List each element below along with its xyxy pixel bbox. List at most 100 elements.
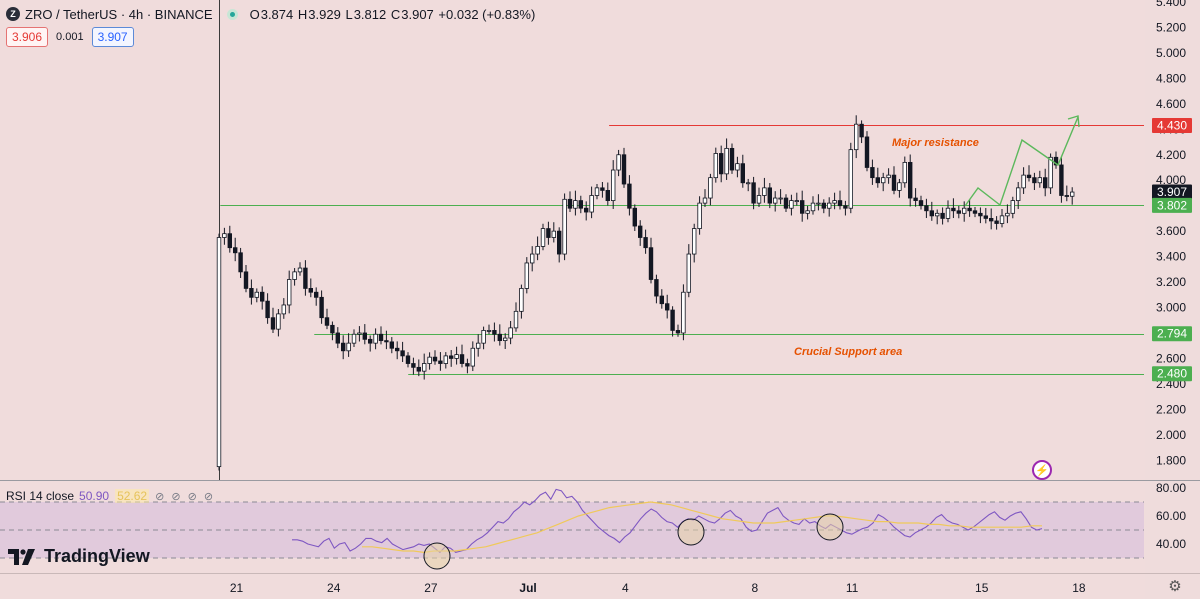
buy-price-button[interactable]: 3.907: [91, 27, 134, 47]
rsi-highlight-circle: [677, 518, 705, 546]
close-value: 3.907: [401, 6, 434, 22]
candle-up: [421, 363, 427, 372]
candle-down: [643, 237, 648, 249]
candle-up: [530, 253, 535, 264]
candle-up: [524, 262, 529, 289]
candle-up: [589, 195, 594, 213]
candle-down: [913, 197, 918, 201]
tradingview-logo[interactable]: TradingView: [8, 546, 150, 567]
candle-up: [935, 212, 940, 217]
candle-up: [762, 187, 767, 196]
candle-down: [367, 338, 373, 344]
candle-up: [216, 237, 222, 468]
candle-down: [270, 317, 276, 330]
candle-down: [567, 198, 573, 209]
candle-down: [243, 271, 249, 289]
price-label-box: [1152, 117, 1192, 133]
y-tick-label: 2.200: [1156, 402, 1186, 416]
candle-down: [908, 161, 913, 199]
symbol-title[interactable]: ZRO / TetherUS · 4h · BINANCE: [25, 6, 213, 22]
lightning-icon[interactable]: ⚡: [1032, 460, 1052, 480]
candle-down: [265, 300, 270, 319]
candle-up: [351, 333, 357, 344]
candle-down: [983, 215, 988, 219]
candle-down: [989, 218, 994, 222]
candle-down: [227, 233, 232, 249]
candle-down: [557, 230, 562, 255]
candle-down: [940, 212, 945, 219]
candle-up: [427, 356, 432, 364]
market-status-icon[interactable]: [226, 8, 238, 20]
candle-down: [448, 355, 454, 359]
candle-up: [702, 197, 708, 204]
candle-down: [918, 200, 924, 207]
candle-down: [659, 295, 664, 305]
candle-up: [681, 291, 686, 334]
trade-price-boxes: 3.906 0.001 3.907: [6, 27, 134, 47]
close-label: C: [390, 6, 401, 22]
candle-down: [740, 163, 745, 184]
y-tick-label: 4.600: [1156, 97, 1186, 111]
candle-down: [335, 332, 340, 344]
projection-arrowhead: [1067, 115, 1080, 128]
candle-up: [805, 210, 810, 214]
candle-down: [675, 330, 681, 334]
candle-down: [729, 147, 735, 171]
candle-down: [432, 356, 438, 362]
hidden-values-icons: ⊘ ⊘ ⊘ ⊘: [155, 490, 216, 503]
candle-down: [546, 228, 551, 238]
rsi-ma-line: [362, 501, 1042, 554]
y-tick-label: 1.800: [1156, 453, 1186, 467]
rsi-value: 50.90: [79, 489, 110, 503]
y-tick-label: 3.400: [1156, 250, 1186, 264]
candle-down: [891, 174, 897, 191]
rsi-highlight-circle: [423, 542, 451, 570]
candle-down: [249, 288, 254, 298]
candle-down: [1064, 195, 1069, 197]
candle-down: [843, 205, 848, 209]
candle-up: [1070, 191, 1075, 197]
gear-icon[interactable]: ⚙: [1168, 578, 1182, 595]
x-tick-label: 18: [1072, 581, 1086, 595]
x-tick-label: 24: [327, 581, 341, 595]
candle-down: [340, 342, 346, 352]
candle-up: [778, 197, 783, 200]
candle-up: [346, 342, 351, 352]
candle-down: [956, 210, 961, 214]
candle-down: [308, 288, 313, 293]
change-value: +0.032 (+0.83%): [438, 6, 536, 22]
candle-down: [978, 212, 983, 217]
symbol-legend: Z ZRO / TetherUS · 4h · BINANCE O3.874 H…: [6, 5, 536, 23]
candle-down: [821, 202, 826, 209]
candle-down: [459, 354, 465, 364]
y-tick-label: 5.000: [1156, 46, 1186, 60]
price-label-text: 2.480: [1157, 367, 1187, 381]
candle-down: [924, 205, 929, 212]
candle-up: [945, 207, 951, 219]
candle-down: [1032, 177, 1037, 184]
candle-up: [686, 253, 691, 293]
candle-up: [1021, 174, 1026, 189]
candle-up: [999, 215, 1005, 224]
rsi-label[interactable]: RSI 14 close: [6, 489, 75, 503]
candle-down: [751, 182, 756, 204]
y-tick-label: 3.200: [1156, 275, 1186, 289]
support-annotation: Crucial Support area: [794, 346, 902, 358]
sell-price-button[interactable]: 3.906: [6, 27, 49, 47]
rsi-line: [292, 488, 1043, 554]
candle-down: [394, 347, 400, 352]
price-axis-bg: [1145, 0, 1200, 599]
candle-down: [313, 291, 319, 298]
candle-down: [783, 197, 789, 209]
candle-up: [486, 330, 492, 332]
candle-down: [800, 200, 805, 214]
candle-up: [697, 202, 702, 229]
open-label: O: [249, 6, 260, 22]
candle-up: [1016, 187, 1021, 201]
price-label-text: 2.794: [1157, 327, 1187, 341]
candle-down: [627, 183, 632, 209]
candle-up: [832, 200, 837, 204]
y-tick-label: 4.800: [1156, 71, 1186, 85]
candle-up: [1048, 156, 1053, 189]
